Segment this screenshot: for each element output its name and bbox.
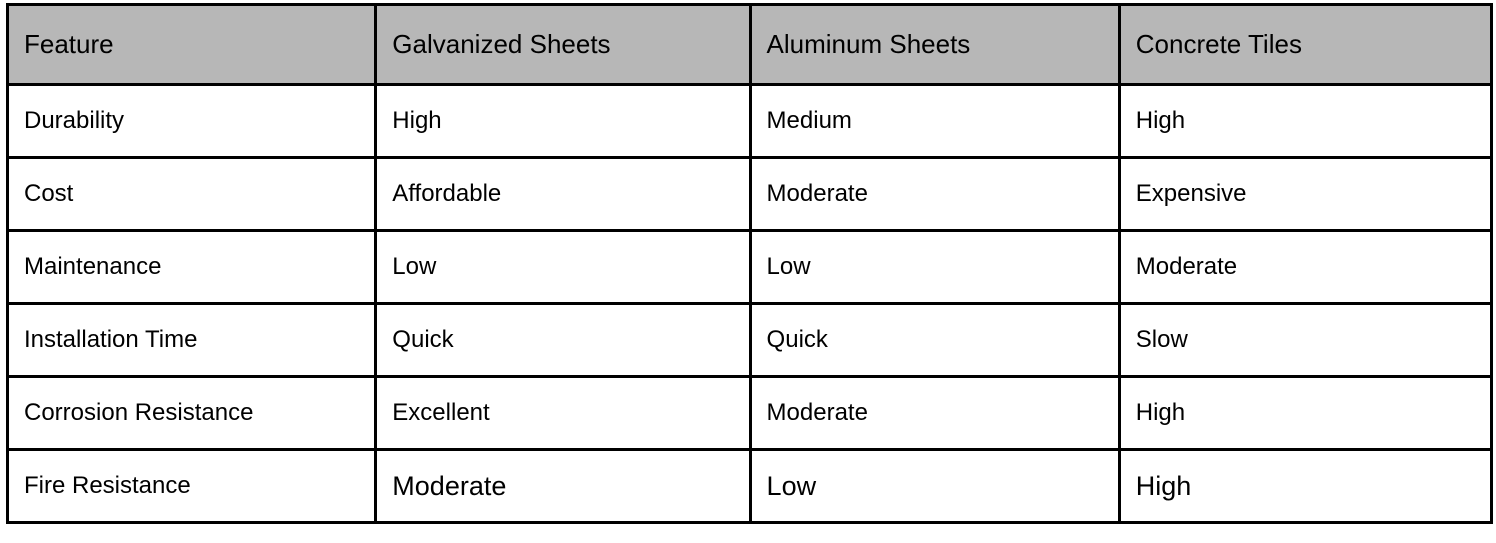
feature-cell: Durability [5,83,378,159]
value-cell: High [374,83,752,159]
feature-cell: Maintenance [5,229,378,305]
value-cell: Low [748,448,1121,524]
table-row: Installation Time Quick Quick Slow [5,302,1494,378]
feature-cell: Installation Time [5,302,378,378]
value-cell: Expensive [1117,156,1494,232]
value-cell: Moderate [374,448,752,524]
feature-cell: Cost [5,156,378,232]
header-cell: Concrete Tiles [1117,3,1494,86]
value-cell: High [1117,375,1494,451]
value-cell: Low [748,229,1121,305]
value-cell: Moderate [748,156,1121,232]
feature-cell: Fire Resistance [5,448,378,524]
header-cell: Galvanized Sheets [374,3,752,86]
header-cell: Feature [5,3,378,86]
value-cell: High [1117,83,1494,159]
value-cell: Affordable [374,156,752,232]
value-cell: Excellent [374,375,752,451]
table-row: Cost Affordable Moderate Expensive [5,156,1494,232]
table-row: Fire Resistance Moderate Low High [5,448,1494,524]
value-cell: Moderate [748,375,1121,451]
value-cell: Low [374,229,752,305]
value-cell: Slow [1117,302,1494,378]
value-cell: High [1117,448,1494,524]
value-cell: Moderate [1117,229,1494,305]
table-row: Corrosion Resistance Excellent Moderate Hig… [5,375,1494,451]
table-row: Maintenance Low Low Moderate [5,229,1494,305]
value-cell: Quick [748,302,1121,378]
header-cell: Aluminum Sheets [748,3,1121,86]
value-cell: Medium [748,83,1121,159]
comparison-table: Feature Galvanized Sheets Aluminum Sheets C… [5,3,1494,524]
table-row: Durability High Medium High [5,83,1494,159]
header-row: Feature Galvanized Sheets Aluminum Sheets C… [5,3,1494,86]
value-cell: Quick [374,302,752,378]
feature-cell: Corrosion Resistance [5,375,378,451]
